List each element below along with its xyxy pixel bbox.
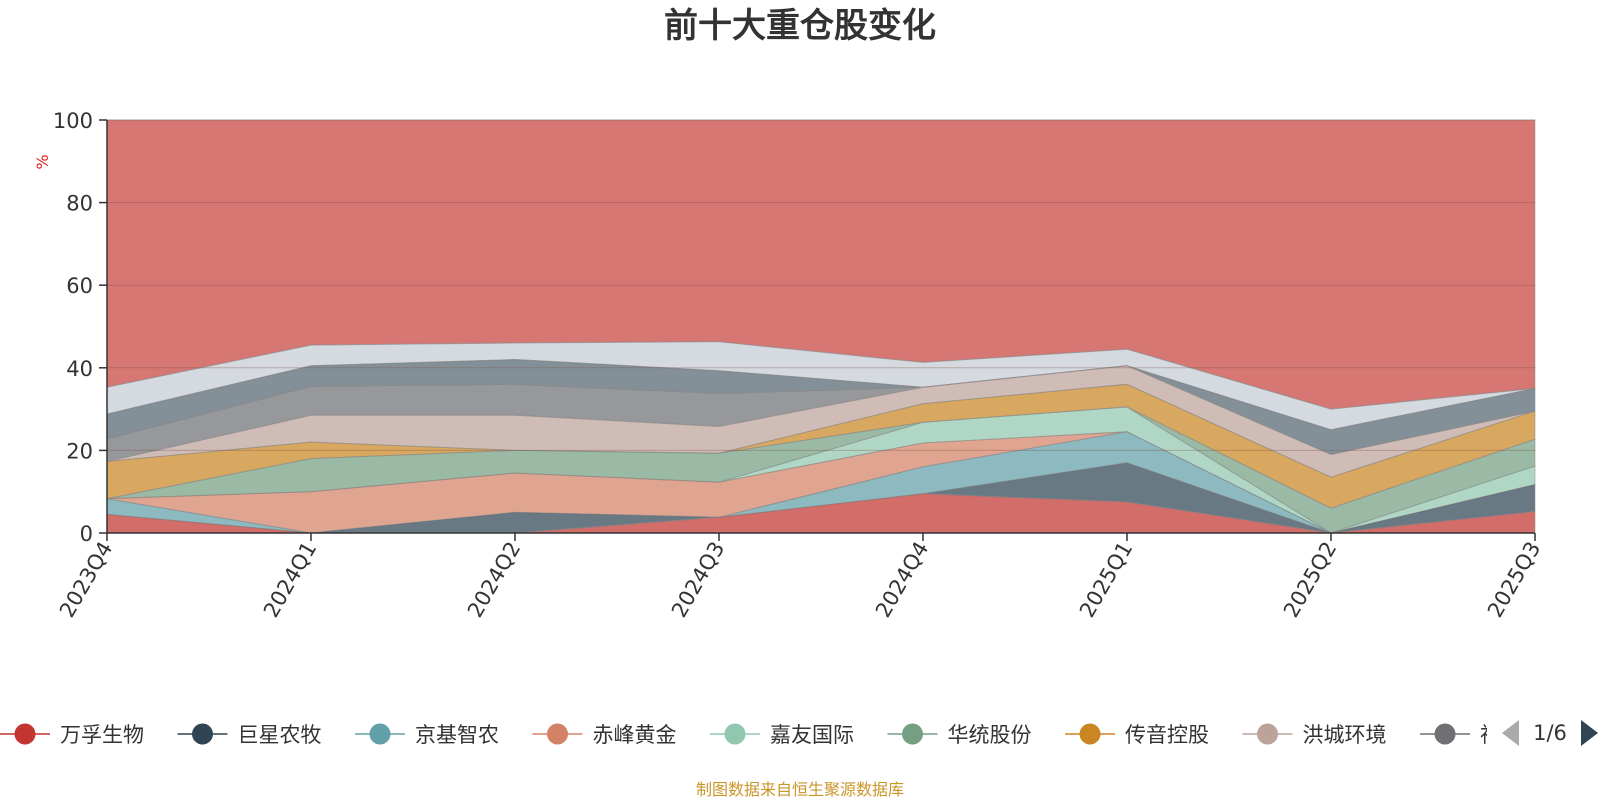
legend-marker	[1434, 723, 1456, 745]
chart-title: 前十大重仓股变化	[664, 6, 936, 46]
y-tick-label: 0	[80, 522, 93, 546]
legend-marker	[192, 723, 213, 745]
x-tick-label: 2025Q2	[1279, 538, 1341, 622]
x-tick-label: 2024Q2	[463, 538, 525, 622]
legend-item[interactable]: 巨星农牧	[177, 723, 322, 747]
y-tick-label: 60	[66, 274, 93, 298]
legend-marker	[369, 723, 391, 745]
data-source-note: 制图数据来自恒生聚源数据库	[696, 780, 904, 799]
x-tick-label: 2024Q1	[259, 538, 321, 622]
legend-item[interactable]: 洪城环境	[1242, 723, 1387, 747]
legend-label: 赤峰黄金	[593, 723, 677, 747]
legend-marker	[547, 723, 568, 745]
area-layer	[106, 119, 1536, 534]
legend-marker	[1079, 723, 1101, 745]
legend-label: 传音控股	[1125, 723, 1209, 747]
legend-label: 洪城环境	[1303, 723, 1387, 747]
legend-item[interactable]: 传音控股	[1065, 723, 1209, 747]
legend-item[interactable]: 神	[1420, 723, 1501, 747]
legend-label: 华统股份	[948, 723, 1032, 747]
legend-prev-icon[interactable]	[1502, 720, 1519, 746]
legend-item[interactable]: 嘉友国际	[710, 723, 854, 747]
legend-next-icon[interactable]	[1581, 720, 1598, 746]
legend-marker	[902, 723, 923, 745]
legend-item[interactable]: 华统股份	[887, 723, 1032, 747]
x-tick-label: 2024Q4	[871, 538, 933, 622]
x-tick-label: 2023Q4	[55, 538, 117, 622]
legend-label: 神	[1480, 723, 1501, 747]
legend-items: 万孚生物 巨星农牧 京基智农 赤峰黄金 嘉友国际 华统股份 传音控股 洪城环境 神	[0, 723, 1501, 747]
legend-item[interactable]: 赤峰黄金	[532, 723, 677, 747]
legend-item[interactable]: 万孚生物	[0, 723, 144, 747]
legend-marker	[14, 723, 36, 745]
legend-item[interactable]: 京基智农	[355, 723, 499, 747]
y-tick-label: 100	[53, 109, 93, 133]
y-tick-label: 80	[66, 192, 93, 216]
legend-marker	[1257, 723, 1278, 745]
grid-lines	[107, 119, 1535, 451]
legend-marker	[724, 723, 746, 745]
legend: 万孚生物 巨星农牧 京基智农 赤峰黄金 嘉友国际 华统股份 传音控股 洪城环境 神	[0, 723, 1501, 747]
legend-label: 京基智农	[415, 723, 499, 747]
legend-label: 嘉友国际	[770, 723, 854, 747]
x-tick-label: 2025Q1	[1075, 538, 1137, 622]
x-tick-label: 2024Q3	[667, 538, 729, 622]
y-tick-label: 40	[66, 357, 93, 381]
legend-page-indicator: 1/6	[1533, 721, 1567, 745]
y-axis-unit: %	[33, 154, 52, 169]
legend-pager: 1/6	[1502, 720, 1598, 746]
legend-label: 万孚生物	[60, 723, 144, 747]
y-tick-label: 20	[66, 439, 93, 463]
legend-label: 巨星农牧	[238, 723, 322, 747]
x-tick-label: 2025Q3	[1483, 538, 1545, 622]
